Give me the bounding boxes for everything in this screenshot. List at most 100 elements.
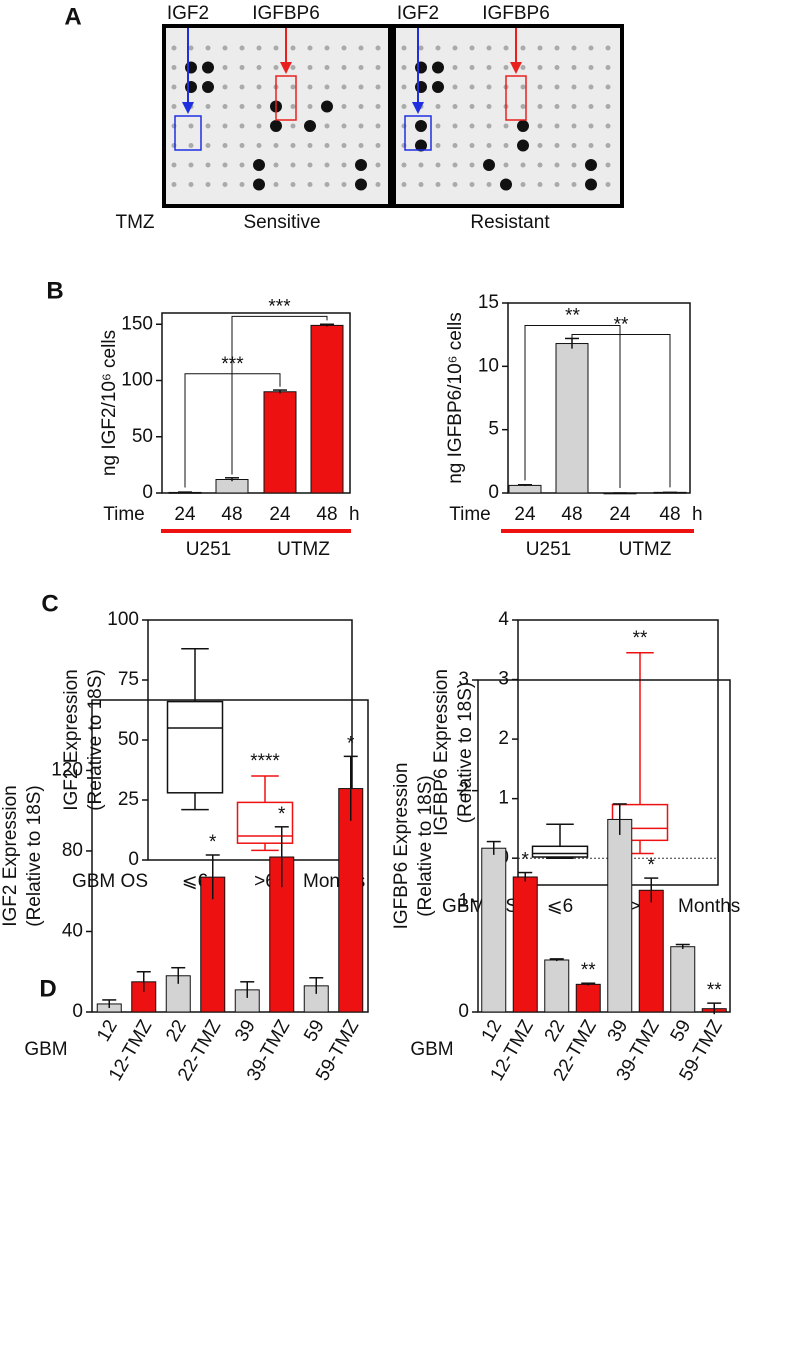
blot-dot [171, 182, 177, 187]
blot-dot [588, 45, 594, 51]
blot-dot [571, 143, 577, 148]
blot-dot [358, 65, 364, 70]
blot-dot [375, 45, 381, 51]
x-axis-label: Time [449, 504, 491, 525]
blot-dot [435, 143, 441, 148]
y-axis-label: ng IGF2/10⁶ cells [99, 330, 120, 476]
blot-dot [415, 120, 427, 132]
x-axis-label: GBM OS [442, 896, 518, 917]
blot-dot [605, 45, 611, 51]
blot-dot [253, 159, 265, 171]
bar [670, 946, 696, 1013]
blot-dot [520, 45, 526, 51]
x-tick-label: 59 [667, 1017, 696, 1046]
group-label: U251 [186, 539, 231, 560]
blot-dot [435, 182, 441, 187]
blot-dot [588, 84, 594, 90]
blot-dot [273, 143, 279, 148]
blot-dot [375, 104, 381, 109]
arrow-head [182, 102, 194, 114]
blot-dot [571, 162, 577, 168]
blot-dot [605, 104, 611, 109]
y-tick-label: 120 [51, 759, 83, 780]
x-tick-label: ⩽6 [547, 896, 574, 917]
blot-dot [239, 182, 245, 187]
y-tick-label: 5 [488, 419, 499, 440]
blot-dot [358, 143, 364, 148]
group-label: U251 [526, 539, 571, 560]
blot-dot [537, 65, 543, 70]
blot-dot [341, 162, 347, 168]
y-tick-label: 100 [121, 370, 153, 391]
y-tick-label: 150 [121, 313, 153, 334]
x-unit: h [692, 504, 703, 525]
y-axis-label: ng IGFBP6/10⁶ cells [445, 312, 466, 484]
bracket [524, 325, 621, 488]
blot-dot [588, 104, 594, 109]
blot-dot [483, 159, 495, 171]
blot-dot [554, 104, 560, 109]
blot-dot [554, 123, 560, 129]
y-tick-label: 0 [488, 482, 499, 503]
blot-label: Resistant [470, 212, 550, 233]
blot-dot [324, 123, 330, 129]
x-tick-label: 24 [269, 504, 291, 525]
blot-dot [486, 104, 492, 109]
blot-dot [239, 123, 245, 129]
blot-dot [307, 143, 313, 148]
blot-dot [452, 45, 458, 51]
y-tick-label: 4 [498, 609, 509, 630]
highlight [505, 75, 527, 121]
blot-dot [554, 162, 560, 168]
blot-dot [605, 84, 611, 90]
group-label: UTMZ [277, 539, 330, 560]
blot-dot [253, 178, 265, 191]
blot-dot [469, 65, 475, 70]
blot-dot [571, 104, 577, 109]
highlight [174, 115, 202, 151]
bracket [571, 334, 671, 488]
bracket [231, 315, 328, 475]
blot-dot [321, 100, 333, 113]
plot-frame [91, 699, 369, 1013]
panel-label: A [64, 3, 81, 30]
blot-dot [307, 65, 313, 70]
blot-dot [188, 123, 194, 129]
blot-dot [256, 123, 262, 129]
blot-dot [571, 182, 577, 187]
significance: * [522, 850, 530, 871]
blot-dot [222, 182, 228, 187]
y-tick-label: 25 [118, 789, 139, 810]
blot-dot [415, 81, 427, 93]
blot-dot [375, 65, 381, 70]
x-tick-label: 22 [162, 1017, 191, 1046]
panel-label: B [46, 277, 63, 304]
blot-dot [222, 65, 228, 70]
blot-dot [452, 123, 458, 129]
plot-frame [161, 312, 351, 494]
bar [544, 959, 570, 1013]
blot-dot [486, 182, 492, 187]
blot-dot [452, 162, 458, 168]
blot-dot [171, 65, 177, 70]
blot-dot [341, 45, 347, 51]
bar [607, 818, 633, 1013]
blot-dot [222, 143, 228, 148]
x-tick-label: 24 [514, 504, 536, 525]
y-tick-label: 50 [132, 426, 153, 447]
blot-dot [273, 162, 279, 168]
blot-dot [188, 162, 194, 168]
blot-dot [435, 162, 441, 168]
blot-dot [537, 143, 543, 148]
blot-dot [222, 104, 228, 109]
x-axis-label: Time [103, 504, 145, 525]
significance: ** [633, 628, 648, 649]
blot-dot [290, 182, 296, 187]
x-axis-label: GBM [24, 1039, 67, 1060]
blot-dot [435, 104, 441, 109]
blot-dot [452, 104, 458, 109]
blot-dot [554, 182, 560, 187]
panel-label: C [41, 590, 58, 617]
blot-dot [537, 123, 543, 129]
